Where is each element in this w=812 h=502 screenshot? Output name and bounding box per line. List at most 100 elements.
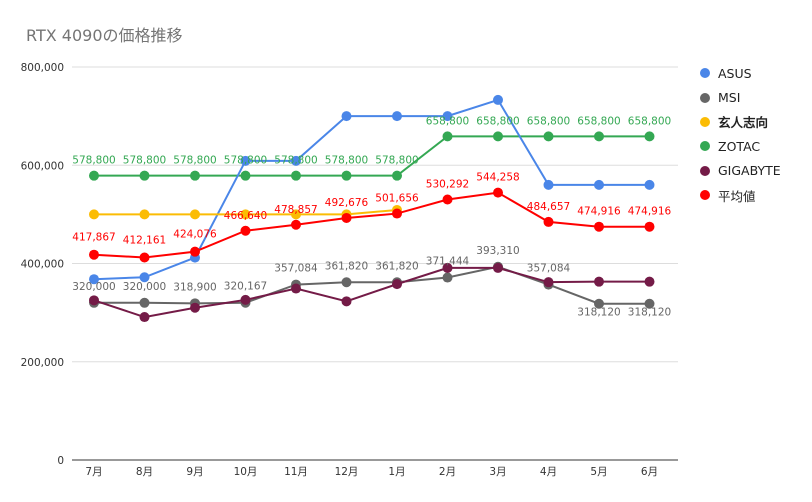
data-point: [392, 279, 402, 290]
data-point: [291, 155, 301, 166]
data-label: 578,800: [123, 155, 166, 167]
data-point: [493, 187, 503, 198]
data-point: [594, 131, 604, 142]
axis-labels: 0 200,000 400,000 600,000 800,000 7月 8月 9月 10月 11…: [21, 62, 659, 478]
legend-label: ASUS: [718, 65, 752, 81]
legend-item: 玄人志向: [700, 110, 781, 134]
data-point: [291, 209, 301, 220]
data-point: [594, 179, 604, 190]
series-ZOTAC: [89, 131, 655, 181]
legend-label: 平均値: [718, 188, 756, 204]
data-label: 318,900: [173, 281, 216, 293]
data-point: [190, 209, 200, 220]
data-point: [442, 111, 453, 122]
data-label: 501,656: [375, 193, 419, 205]
data-label: 658,800: [527, 115, 570, 127]
series-lines: [89, 94, 655, 323]
data-label: 578,800: [325, 155, 368, 167]
data-point: [240, 294, 251, 305]
data-label: 412,161: [123, 235, 166, 247]
chart-title: RTX 4090の価格推移: [26, 26, 183, 45]
data-point: [89, 209, 99, 220]
data-point: [240, 155, 251, 166]
legend-item: ZOTAC: [700, 134, 781, 158]
series-line: [94, 135, 650, 177]
data-label: 417,867: [72, 232, 115, 244]
series-line: [93, 266, 650, 319]
x-tick-label: 9月: [186, 466, 203, 478]
data-label: 658,800: [628, 115, 671, 127]
data-point: [543, 277, 554, 288]
legend-marker: [700, 141, 710, 152]
data-label: 371,444: [426, 256, 470, 268]
data-point: [644, 221, 655, 232]
data-point: [240, 209, 251, 220]
data-point: [240, 225, 251, 236]
legend-label: 玄人志向: [718, 115, 769, 131]
data-point: [291, 283, 301, 294]
data-label: 658,800: [426, 115, 469, 127]
data-point: [190, 170, 200, 181]
data-label: 320,000: [72, 281, 115, 293]
data-label: 424,076: [173, 229, 217, 241]
data-point: [644, 179, 655, 190]
legend-marker: [700, 116, 710, 127]
data-point: [341, 111, 352, 122]
data-point: [89, 249, 99, 260]
series-line: [93, 98, 650, 281]
data-point: [139, 297, 150, 308]
data-point: [543, 216, 554, 227]
y-tick-label: 200,000: [21, 357, 64, 369]
series-ASUS: [89, 94, 655, 285]
data-label: 320,167: [224, 281, 267, 293]
x-tick-label: 6月: [641, 466, 658, 478]
data-point: [594, 276, 604, 287]
series-line: [94, 265, 650, 305]
data-point: [89, 295, 99, 306]
series-line: [93, 191, 650, 259]
series-GIGABYTE: [89, 262, 655, 323]
legend-label: MSI: [718, 90, 741, 106]
data-point: [644, 276, 655, 287]
data-point: [493, 131, 503, 142]
data-label: 658,800: [577, 115, 620, 127]
chart-legend: ASUS MSI 玄人志向 ZOTAC GIGABYTE 平均値: [700, 61, 781, 207]
y-tick-label: 0: [57, 455, 64, 467]
data-point: [493, 262, 503, 273]
data-point: [139, 252, 150, 263]
data-point: [291, 170, 301, 181]
x-tick-label: 11月: [284, 466, 308, 478]
data-point: [644, 298, 655, 309]
legend-item: 平均値: [700, 183, 781, 207]
data-label: 658,800: [476, 115, 519, 127]
data-labels: 578,800 578,800 578,800 578,800 578,800 578,8…: [72, 115, 671, 318]
legend-label: ZOTAC: [718, 138, 761, 154]
data-label: 530,292: [426, 178, 469, 190]
data-point: [392, 208, 402, 219]
data-point: [341, 170, 352, 181]
data-label: 578,800: [224, 155, 267, 167]
data-point: [89, 274, 99, 285]
legend-marker: [700, 68, 710, 79]
data-label: 318,120: [577, 307, 620, 319]
data-point: [644, 131, 655, 142]
legend-item: MSI: [700, 85, 781, 109]
data-point: [291, 219, 301, 230]
data-label: 361,820: [325, 260, 368, 272]
data-label: 357,084: [527, 263, 571, 275]
data-point: [493, 94, 503, 105]
data-label: 544,258: [476, 172, 519, 184]
data-point: [341, 296, 352, 307]
data-point: [442, 272, 453, 283]
legend-marker: [700, 165, 710, 176]
x-tick-label: 2月: [439, 466, 456, 478]
data-label: 361,820: [375, 260, 418, 272]
data-label: 474,916: [577, 206, 621, 218]
data-label: 578,800: [173, 155, 216, 167]
data-point: [442, 262, 453, 273]
legend-label: GIGABYTE: [718, 163, 781, 179]
data-point: [89, 170, 99, 181]
data-point: [139, 209, 150, 220]
x-tick-label: 1月: [388, 466, 405, 478]
